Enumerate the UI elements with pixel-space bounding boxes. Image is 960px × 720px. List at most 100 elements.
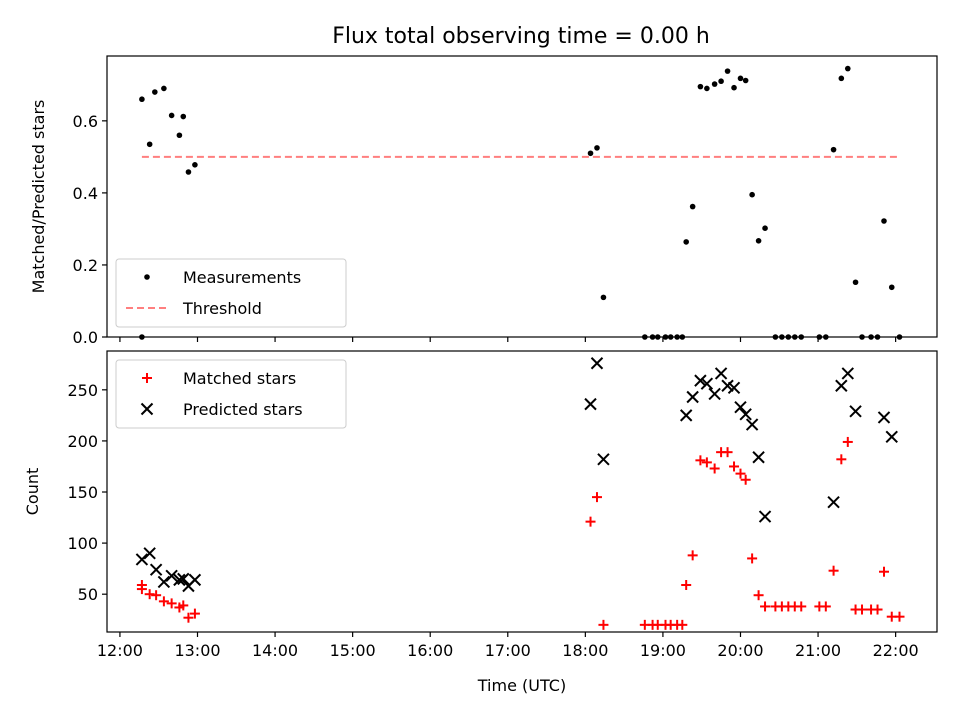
matched-point — [872, 604, 883, 615]
predicted-point — [597, 453, 610, 466]
predicted-point — [173, 573, 186, 587]
matched-point — [687, 550, 698, 561]
matched-point — [796, 601, 807, 612]
measurement-point — [594, 145, 600, 151]
matched-point — [189, 608, 200, 619]
predicted-point — [714, 367, 728, 380]
y-tick-label: 150 — [67, 483, 98, 502]
measurement-point — [587, 150, 594, 157]
matched-point — [136, 584, 147, 595]
measurement-point — [176, 132, 183, 139]
matched-point — [585, 516, 596, 527]
measurement-point — [704, 85, 710, 92]
predicted-point — [708, 387, 721, 401]
x-tick-label: 19:00 — [640, 641, 686, 660]
predicted-point — [885, 430, 898, 444]
predicted-point — [590, 357, 604, 370]
legend: Measurements Threshold — [115, 258, 347, 328]
measurement-point — [888, 284, 895, 291]
series-measurements — [139, 65, 903, 340]
measurement-point — [749, 191, 755, 198]
predicted-point — [841, 367, 855, 380]
x-tick-label: 17:00 — [485, 641, 531, 660]
predicted-point — [165, 569, 178, 583]
x-tick-label: 22:00 — [873, 641, 919, 660]
x-tick-label: 20:00 — [717, 641, 763, 660]
series-matched-stars — [136, 436, 905, 630]
predicted-point — [188, 573, 202, 587]
chart-title: Flux total observing time = 0.00 h — [332, 24, 710, 49]
legend-label: Predicted stars — [183, 400, 303, 419]
legend-plus-marker — [142, 373, 152, 383]
bottom-panel: 50 100 150 200 250 12:00 13:00 14:00 15:00 16:00 1… — [23, 350, 938, 695]
predicted-point — [143, 547, 156, 560]
matched-point — [760, 601, 771, 612]
measurement-point — [755, 238, 762, 244]
y-tick-label: 250 — [67, 381, 98, 400]
matched-point — [828, 565, 839, 576]
predicted-point — [679, 409, 693, 422]
measurement-point — [192, 161, 198, 168]
y-tick-label: 200 — [67, 432, 98, 451]
matched-point — [681, 579, 692, 590]
predicted-point — [157, 575, 171, 589]
legend-label: Matched stars — [183, 369, 296, 388]
matched-point — [753, 590, 764, 601]
predicted-point — [877, 411, 891, 424]
measurement-point — [185, 169, 192, 175]
series-predicted-stars — [135, 357, 898, 593]
matched-point — [747, 553, 758, 564]
plot-area — [139, 65, 903, 340]
predicted-point — [745, 418, 759, 431]
measurement-point — [683, 239, 689, 245]
y-tick-label: 0.4 — [73, 184, 98, 203]
measurement-point — [152, 89, 158, 95]
measurement-point — [731, 84, 737, 91]
predicted-point — [584, 397, 597, 411]
measurement-point — [762, 225, 768, 232]
matched-point — [857, 604, 868, 615]
matched-point — [722, 447, 733, 458]
measurement-point — [180, 113, 187, 120]
matched-point — [740, 474, 751, 485]
legend-label: Threshold — [182, 299, 262, 318]
matched-point — [144, 589, 155, 600]
matched-point — [709, 463, 720, 474]
y-tick-label: 0.0 — [73, 328, 98, 347]
matched-point — [166, 598, 177, 609]
measurement-point — [742, 77, 749, 84]
matched-point — [677, 619, 688, 630]
measurement-point — [724, 68, 731, 74]
y-axis-label: Count — [23, 468, 42, 516]
measurement-point — [139, 96, 145, 103]
matched-point — [151, 590, 162, 601]
x-tick-label: 16:00 — [407, 641, 453, 660]
y-tick-label: 100 — [67, 534, 98, 553]
measurement-point — [844, 65, 851, 72]
legend-box — [115, 359, 347, 429]
matched-point — [842, 436, 853, 447]
measurement-point — [689, 203, 696, 210]
measurement-point — [852, 279, 859, 286]
matched-point — [183, 612, 194, 623]
axes-frame — [106, 55, 938, 338]
matched-point — [894, 611, 905, 622]
matched-point — [735, 468, 746, 479]
measurement-point — [697, 83, 704, 90]
matched-point — [729, 461, 740, 472]
legend-label: Measurements — [183, 268, 301, 287]
matched-point — [836, 454, 847, 465]
measurement-point — [711, 81, 718, 87]
predicted-point — [700, 377, 714, 390]
matched-point — [591, 492, 602, 503]
legend-x-marker — [140, 402, 154, 416]
predicted-point — [835, 379, 848, 392]
predicted-point — [149, 563, 163, 576]
predicted-point — [694, 374, 707, 387]
predicted-point — [734, 400, 747, 414]
x-tick-label: 18:00 — [562, 641, 608, 660]
x-tick-label: 12:00 — [97, 641, 143, 660]
legend-box — [115, 258, 347, 328]
x-tick-label: 13:00 — [174, 641, 220, 660]
